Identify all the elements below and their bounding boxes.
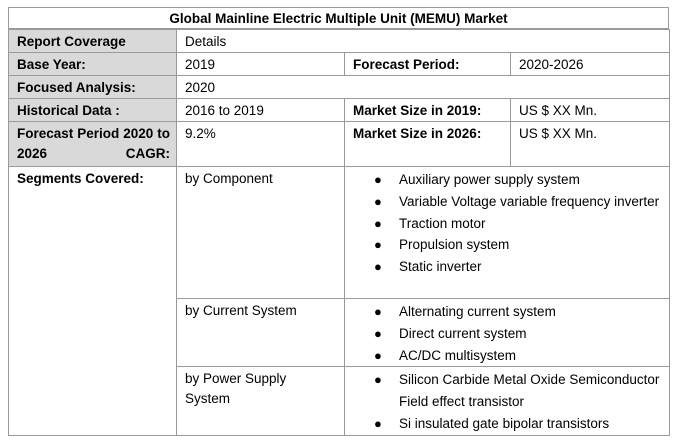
report-table: Report Coverage Details Base Year: 2019 …: [8, 29, 671, 436]
report-coverage-value: Details: [175, 29, 671, 53]
list-item: ● Traction motor: [345, 213, 663, 235]
bullet-icon: ●: [374, 172, 382, 187]
bullet-icon: ●: [374, 325, 382, 341]
market-size-2026-label: Market Size in 2026:: [344, 121, 511, 167]
bullet-icon: ●: [374, 347, 382, 363]
report-coverage-label: Report Coverage: [8, 29, 177, 53]
segment-group-name: by Power Supply System: [176, 366, 345, 436]
bullet-list: ● Alternating current system ● Direct curr…: [345, 301, 663, 366]
focused-analysis-label: Focused Analysis:: [8, 75, 177, 99]
table-row: Segments Covered: by Component ● Auxiliar…: [8, 166, 671, 436]
list-item: ● Static inverter: [345, 256, 663, 278]
table-row: Historical Data : 2016 to 2019 Market Si…: [8, 98, 671, 122]
segments-covered-label: Segments Covered:: [8, 166, 177, 436]
segment-group-name: by Current System: [176, 297, 345, 368]
bullet-icon: ●: [374, 372, 382, 388]
list-item: ● Alternating current system: [345, 301, 663, 323]
table-row: by Current System ● Alternating current s…: [9, 297, 671, 368]
bullet-icon: ●: [374, 259, 382, 275]
bullet-icon: ●: [374, 304, 382, 319]
market-size-2019-value: US $ XX Mn.: [509, 98, 671, 122]
list-item: ● Auxiliary power supply system: [345, 169, 663, 191]
bullet-icon: ●: [374, 193, 382, 209]
market-size-2026-value: US $ XX Mn.: [509, 121, 671, 167]
focused-analysis-value: 2020: [175, 75, 671, 99]
market-size-2019-label: Market Size in 2019:: [344, 98, 511, 122]
segment-items: ● Alternating current system ● Direct curr…: [343, 297, 671, 368]
historical-data-value: 2016 to 2019: [176, 98, 345, 122]
bullet-icon: ●: [374, 415, 382, 431]
forecast-period-label: Forecast Period:: [344, 52, 511, 76]
list-item: ● Silicon Carbide Metal Oxide Semiconduct…: [345, 369, 663, 413]
forecast-period-value: 2020-2026: [509, 52, 671, 76]
table-row: Base Year: 2019 Forecast Period: 2020-20…: [8, 52, 671, 76]
bullet-list: ● Auxiliary power supply system ● Variable…: [345, 169, 663, 278]
report-title: Global Mainline Electric Multiple Unit (…: [8, 7, 669, 29]
table-row: by Power Supply System ● Silicon Carbide …: [9, 366, 671, 436]
segment-group-name: by Component: [176, 166, 345, 299]
base-year-value: 2019: [176, 52, 345, 76]
segment-items: ● Silicon Carbide Metal Oxide Semiconduct…: [343, 366, 671, 436]
historical-data-label: Historical Data :: [8, 98, 177, 122]
table-row: Focused Analysis: 2020: [8, 75, 671, 99]
base-year-label: Base Year:: [8, 52, 177, 76]
segment-items: ● Auxiliary power supply system ● Variable…: [343, 166, 671, 299]
table-row: Forecast Period 2020 to 2026 CAGR: 9.2% …: [8, 121, 671, 167]
table-row: Report Coverage Details: [8, 29, 671, 53]
cagr-label: Forecast Period 2020 to 2026 CAGR:: [8, 121, 177, 167]
bullet-list: ● Silicon Carbide Metal Oxide Semiconduct…: [345, 369, 663, 434]
list-item: ● AC/DC multisystem: [345, 345, 663, 367]
list-item: ● Si insulated gate bipolar transistors: [345, 413, 663, 435]
list-item: ● Direct current system: [345, 323, 663, 345]
bullet-icon: ●: [374, 237, 382, 253]
list-item: ● Variable Voltage variable frequency inv…: [345, 191, 663, 213]
list-item: ● Propulsion system: [345, 234, 663, 256]
bullet-icon: ●: [374, 215, 382, 231]
cagr-value: 9.2%: [176, 121, 345, 167]
